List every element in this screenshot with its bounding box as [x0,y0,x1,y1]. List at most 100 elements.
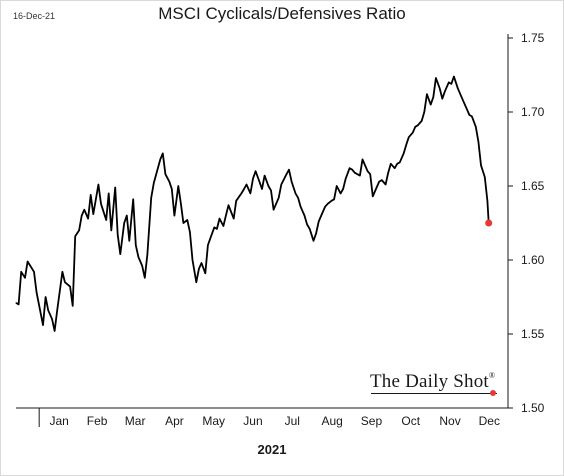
data-point [61,271,63,273]
data-point [100,203,102,205]
data-point [24,277,26,279]
data-point [117,234,119,236]
data-point [421,120,423,122]
data-point [225,215,227,217]
data-point [137,256,139,258]
data-point [189,231,191,233]
data-point [381,179,383,181]
data-point [186,219,188,221]
data-point [313,240,314,242]
watermark-text: The Daily Shot [370,371,489,392]
data-point [249,192,251,194]
data-point [430,104,432,106]
data-point [92,213,94,215]
data-point [150,197,152,199]
last-point-marker [485,219,493,227]
data-point [441,98,443,100]
data-point [336,185,338,187]
y-axis-ticks: 1.50 1.55 1.60 1.65 1.70 1.75 [508,31,545,415]
series-points [15,76,490,332]
y-tick-label: 1.65 [521,179,545,193]
data-point [486,200,488,202]
data-point [123,222,125,224]
data-point [267,185,269,187]
data-point [468,114,470,116]
data-point [81,215,83,217]
data-point [128,240,130,242]
data-point [286,173,287,175]
x-tick-label: Jun [243,414,262,428]
data-point [213,226,215,228]
y-tick-label: 1.75 [521,31,545,45]
series-line [15,75,490,332]
data-point [342,188,344,190]
data-point [243,188,245,190]
x-tick-label: Oct [401,414,420,428]
data-point [258,181,260,183]
data-point [20,271,22,273]
y-tick-label: 1.55 [521,327,545,341]
data-point [264,175,266,177]
data-point [376,187,378,188]
data-point [297,197,299,199]
data-point [56,309,58,311]
data-point [435,77,437,79]
data-point [362,158,363,160]
x-tick-label: Jan [49,414,68,428]
data-point [354,172,356,174]
data-point [471,115,473,117]
data-point [78,229,80,231]
data-point [45,296,47,298]
data-point [182,222,184,224]
x-tick-label: Mar [125,414,146,428]
data-point [126,215,128,217]
data-point [396,163,398,165]
data-point [369,173,371,175]
data-point [309,228,311,230]
y-tick-label: 1.50 [521,401,545,415]
data-point [171,188,173,190]
data-point [484,176,486,178]
data-point [378,181,380,183]
data-point [210,237,211,239]
data-point [273,209,275,211]
y-tick-label: 1.70 [521,105,545,119]
data-point [399,161,401,163]
data-point [195,281,197,283]
data-point [42,324,44,326]
data-point [385,184,387,185]
data-point [390,163,392,165]
data-point [180,203,182,205]
data-point [331,200,332,202]
data-point [252,178,254,180]
data-point [426,93,428,95]
data-point [168,181,170,183]
data-point [466,108,468,110]
x-tick-label: Nov [439,414,460,428]
data-point [69,286,71,288]
data-point [255,170,257,172]
data-point [192,259,193,261]
data-point [64,281,66,283]
data-point [444,90,446,92]
data-point [349,167,351,169]
data-point [108,192,110,194]
data-point [372,195,374,197]
data-point [475,126,477,128]
data-point [33,271,35,273]
data-point [432,96,434,98]
x-tick-label: Aug [322,414,343,428]
data-point [300,206,302,208]
data-point [240,192,242,194]
data-point [105,219,107,221]
x-tick-label: Dec [479,414,500,428]
data-point [132,198,134,200]
data-point [162,152,164,154]
data-point [222,225,224,227]
data-point [141,265,143,267]
watermark-mark: ® [488,371,496,380]
data-point [83,209,85,211]
axes [16,34,509,409]
